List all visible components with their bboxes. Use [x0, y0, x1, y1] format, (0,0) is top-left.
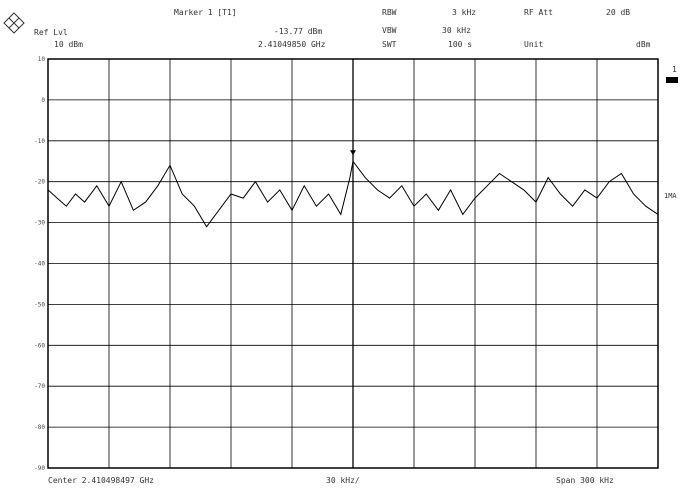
center-frequency: Center 2.410498497 GHz [48, 476, 154, 485]
marker-number: 1 [672, 65, 677, 74]
rbw-label: RBW [382, 8, 397, 17]
swt-value: 100 s [448, 40, 473, 49]
y-tick-label: -70 [34, 383, 45, 390]
marker-triangle-icon [350, 150, 356, 156]
y-tick-label: 0 [41, 97, 45, 104]
marker-label: Marker 1 [T1] [174, 8, 237, 17]
y-tick-label: -20 [34, 179, 45, 186]
y-tick-label: -60 [34, 342, 45, 349]
unit-label: Unit [524, 40, 544, 49]
y-tick-label: -50 [34, 301, 45, 308]
marker-1 [350, 150, 356, 156]
frequency-per-division: 30 kHz/ [326, 476, 360, 485]
plot-grid [47, 58, 659, 469]
marker-frequency: 2.41049850 GHz [258, 40, 326, 49]
y-tick-label: -80 [34, 424, 45, 431]
rf-att-value: 20 dB [606, 8, 631, 17]
marker-level: -13.77 dBm [274, 27, 323, 36]
unit-value: dBm [636, 40, 651, 49]
trace-tag: 1MA [664, 192, 677, 200]
swt-label: SWT [382, 40, 397, 49]
marker-indicator-icon [666, 77, 678, 83]
spectrum-trace [47, 160, 659, 228]
y-tick-label: -90 [34, 465, 45, 472]
rf-att-label: RF Att [524, 8, 553, 17]
rbw-value: 3 kHz [452, 8, 477, 17]
vbw-value: 30 kHz [442, 26, 471, 35]
vbw-label: VBW [382, 26, 397, 35]
y-axis-ticks: 10 0 -10 -20 -30 -40 -50 -60 -70 -80 -90 [34, 56, 45, 472]
ref-level-value: 10 dBm [54, 40, 83, 49]
y-tick-label: -10 [34, 138, 45, 145]
y-tick-label: -30 [34, 220, 45, 227]
span: Span 300 kHz [556, 476, 614, 485]
y-tick-label: -40 [34, 261, 45, 268]
rohde-schwarz-logo-icon [3, 12, 25, 34]
ref-level-label: Ref Lvl [34, 28, 68, 37]
y-tick-label: 10 [38, 56, 46, 63]
